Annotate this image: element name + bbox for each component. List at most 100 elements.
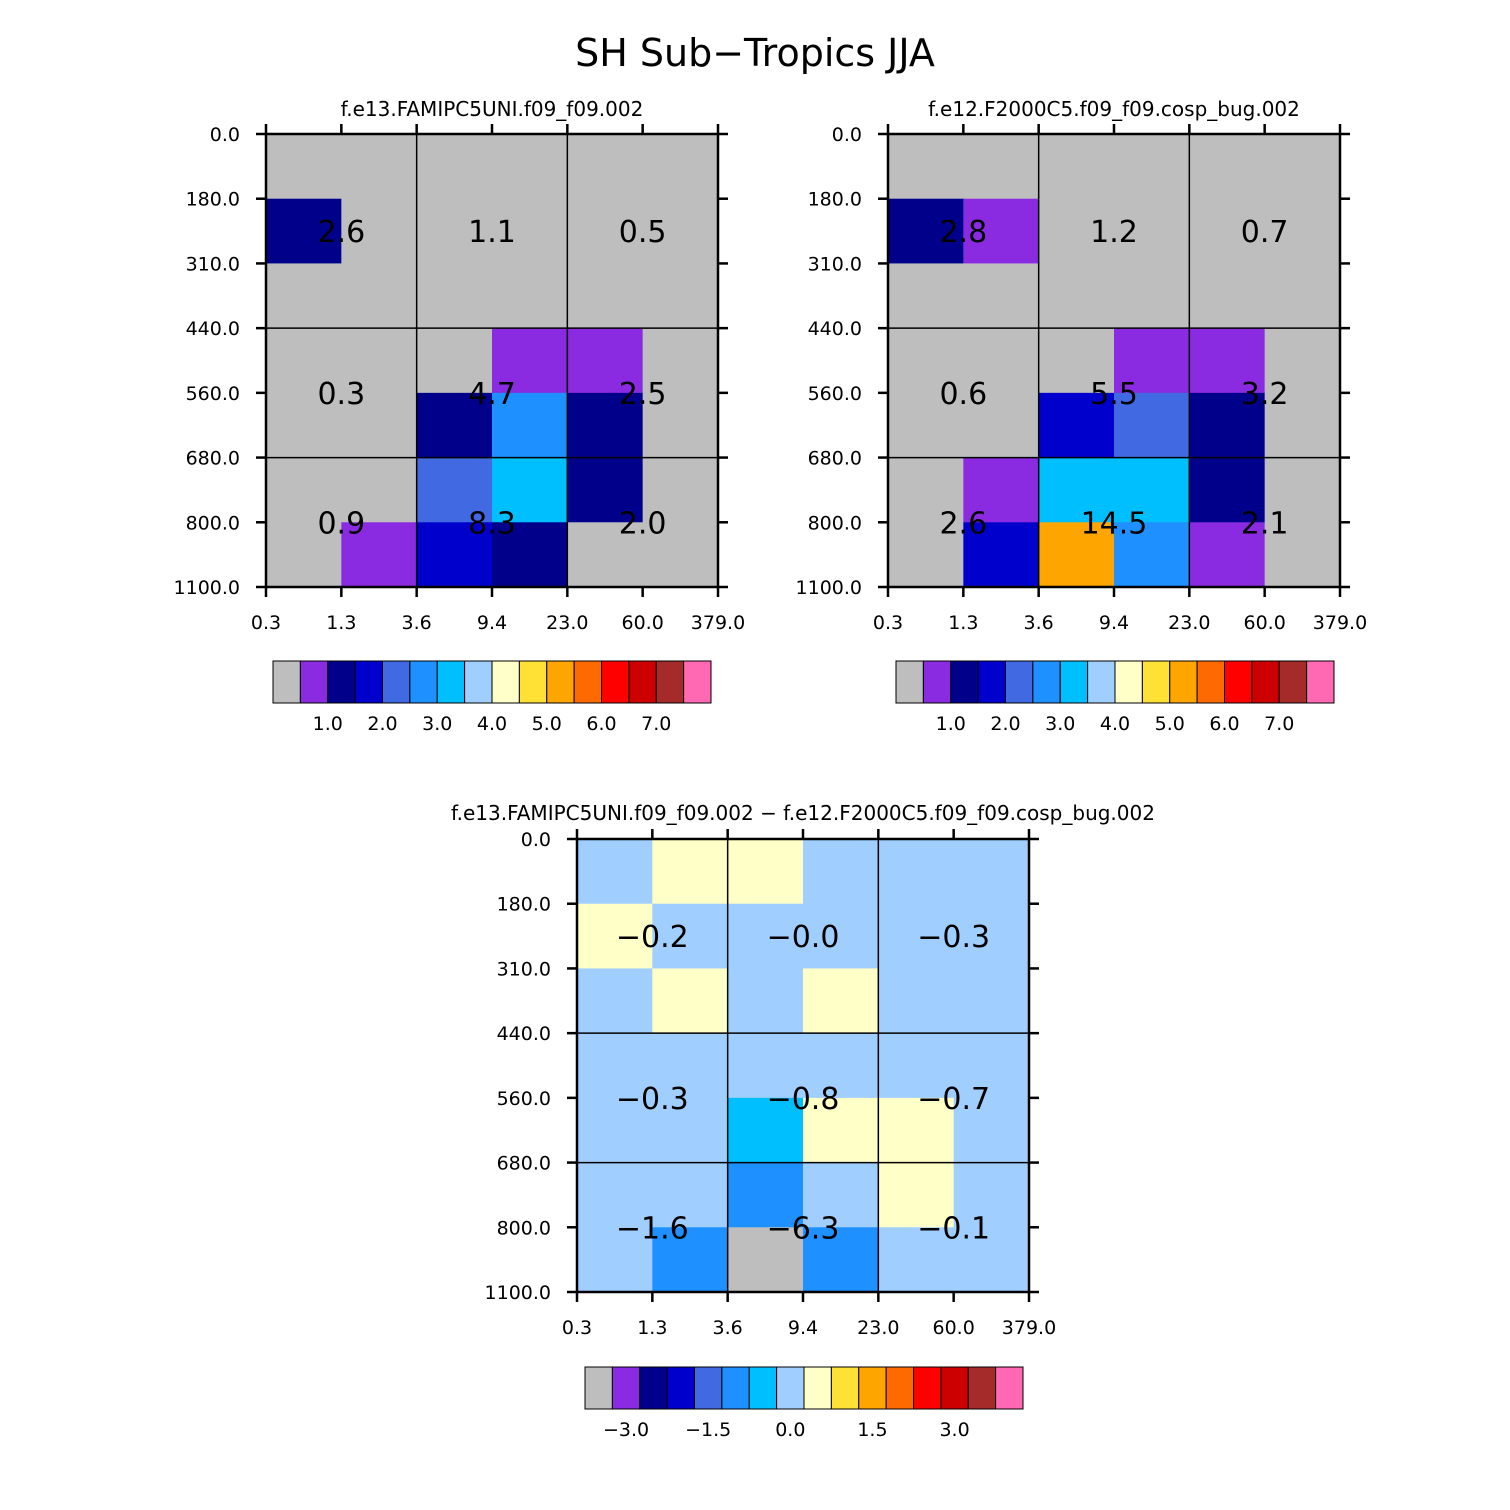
heatmap-cell	[1189, 198, 1266, 264]
block-value-label: 3.2	[1241, 377, 1289, 412]
heatmap-cell	[652, 839, 729, 905]
heatmap-cell	[888, 198, 964, 264]
heatmap-cell	[803, 968, 879, 1034]
x-tick-label: 60.0	[622, 612, 664, 634]
heatmap-cell	[1038, 263, 1115, 329]
heatmap-cell	[1038, 457, 1115, 523]
heatmap-cell	[266, 198, 342, 264]
heatmap-cell	[878, 968, 955, 1034]
colorbar-swatch	[354, 660, 383, 704]
heatmap-cell	[1114, 263, 1190, 329]
x-tick-label: 9.4	[788, 1317, 818, 1339]
y-tick-label: 180.0	[497, 894, 551, 916]
block-value-label: 0.9	[317, 506, 365, 541]
block-value-label: 4.7	[468, 377, 516, 412]
colorbar-label: 6.0	[1209, 713, 1239, 735]
heatmap-cell	[266, 263, 342, 329]
colorbar-swatch	[327, 660, 356, 704]
colorbar-swatch	[518, 660, 548, 704]
colorbar-label: 2.0	[367, 713, 397, 735]
heatmap-cell	[803, 1227, 879, 1293]
heatmap-cell	[341, 263, 418, 329]
block-value-label: 8.3	[468, 506, 516, 541]
x-tick-label: 0.3	[562, 1317, 592, 1339]
heatmap-cell	[492, 522, 568, 588]
heatmap-cell	[953, 1162, 1030, 1228]
heatmap-cell	[953, 1227, 1030, 1293]
heatmap-cell	[1264, 522, 1341, 588]
heatmap-cell	[567, 328, 644, 394]
heatmap-panel-3: f.e13.FAMIPC5UNI.f09_f09.002 − f.e12.F20…	[451, 801, 1155, 1441]
y-tick-label: 800.0	[186, 512, 240, 534]
heatmap-cell	[1189, 263, 1266, 329]
colorbar-swatch	[639, 1366, 668, 1410]
heatmap-cell	[266, 522, 342, 588]
panel-title: f.e12.F2000C5.f09_f09.cosp_bug.002	[928, 97, 1300, 121]
heatmap-cell	[878, 839, 955, 905]
heatmap-cell	[963, 263, 1040, 329]
heatmap-cell	[803, 1097, 879, 1164]
colorbar-swatch	[683, 660, 712, 704]
y-tick-label: 440.0	[186, 318, 240, 340]
heatmap-cell	[341, 522, 418, 588]
heatmap-cell	[567, 522, 644, 588]
heatmap-cell	[953, 1097, 1030, 1164]
block-value-label: 2.5	[619, 377, 667, 412]
panel-title: f.e13.FAMIPC5UNI.f09_f09.002 − f.e12.F20…	[451, 801, 1155, 825]
heatmap-cell	[727, 1097, 804, 1164]
heatmap-cell	[888, 263, 964, 329]
heatmap-cell	[341, 198, 418, 264]
heatmap-cell	[266, 457, 342, 523]
heatmap-cell	[266, 328, 342, 394]
y-tick-label: 440.0	[497, 1023, 551, 1045]
colorbar-swatch	[1114, 660, 1143, 704]
heatmap-cell	[416, 263, 493, 329]
heatmap-cell	[1114, 198, 1190, 264]
colorbar-swatch	[382, 660, 411, 704]
heatmap-cell	[652, 1162, 729, 1228]
heatmap-cell	[577, 903, 653, 969]
heatmap-cell	[1038, 134, 1115, 200]
x-tick-label: 1.3	[326, 612, 356, 634]
colorbar-swatch	[885, 1366, 914, 1410]
y-tick-label: 1100.0	[796, 577, 862, 599]
heatmap-cell	[577, 1162, 653, 1228]
colorbar-swatch	[1059, 660, 1089, 704]
heatmap-cell	[652, 1033, 729, 1099]
heatmap-cell	[577, 968, 653, 1034]
colorbar-swatch	[1032, 660, 1061, 704]
heatmap-cell	[1264, 457, 1341, 523]
colorbar-label: 4.0	[477, 713, 507, 735]
y-tick-label: 180.0	[808, 189, 862, 211]
colorbar-swatch	[1169, 660, 1198, 704]
x-tick-label: 379.0	[691, 612, 745, 634]
block-value-label: −0.7	[917, 1082, 990, 1117]
heatmap-cell	[567, 198, 644, 264]
block-value-label: −0.8	[767, 1082, 840, 1117]
heatmap-cell	[341, 457, 418, 523]
y-tick-label: 0.0	[521, 829, 551, 851]
block-value-label: 0.3	[317, 377, 365, 412]
heatmap-cell	[727, 1033, 804, 1099]
x-tick-label: 9.4	[1099, 612, 1129, 634]
heatmap-cell	[341, 392, 418, 459]
y-tick-label: 310.0	[808, 253, 862, 275]
heatmap-cell	[652, 903, 729, 969]
colorbar-swatch	[611, 1366, 641, 1410]
colorbar-swatch	[655, 660, 685, 704]
block-value-label: −0.3	[616, 1082, 689, 1117]
x-tick-label: 3.6	[402, 612, 432, 634]
colorbar-swatch	[721, 1366, 750, 1410]
y-tick-label: 680.0	[808, 448, 862, 470]
colorbar-swatch	[748, 1366, 778, 1410]
heatmap-cell	[727, 1227, 804, 1293]
colorbar-swatch	[409, 660, 438, 704]
heatmap-cell	[888, 392, 964, 459]
heatmap-cell	[953, 839, 1030, 905]
heatmap-cell	[492, 263, 568, 329]
heatmap-cell	[577, 1097, 653, 1164]
heatmap-cell	[652, 1097, 729, 1164]
heatmap-cell	[878, 1227, 955, 1293]
heatmap-cell	[1114, 392, 1190, 459]
block-value-label: −0.0	[767, 920, 840, 955]
